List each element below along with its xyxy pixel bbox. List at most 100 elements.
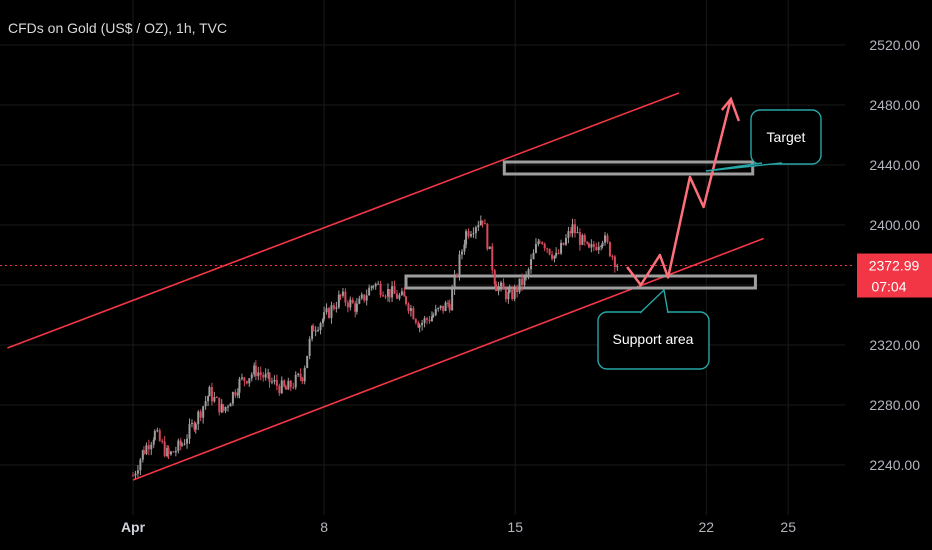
x-axis[interactable]: Apr 8 15 22 25: [121, 519, 796, 535]
candle-body: [236, 392, 239, 396]
candle-body: [573, 224, 576, 234]
candle-body: [222, 404, 225, 412]
candle-body: [303, 367, 306, 382]
trend-channel[interactable]: [7, 92, 764, 481]
candle-body: [231, 392, 234, 404]
candle-body: [541, 242, 544, 245]
candle-body: [407, 303, 410, 311]
candle-body: [335, 307, 338, 309]
x-tick-label: 22: [699, 519, 715, 535]
candle-body: [264, 373, 267, 378]
candle-body: [400, 291, 403, 296]
x-tick-label: 15: [507, 519, 523, 535]
candle-body: [330, 305, 333, 318]
candle-body: [199, 411, 202, 418]
candle-body: [488, 246, 491, 250]
candle-body: [606, 235, 609, 243]
price-label-value: 2372.99: [869, 258, 920, 274]
candle-body: [439, 305, 442, 308]
candle-body: [537, 241, 540, 245]
chart-title: CFDs on Gold (US$ / OZ), 1h, TVC: [8, 20, 228, 36]
candle-body: [354, 303, 357, 312]
candle-body: [193, 423, 196, 430]
y-axis[interactable]: 2520.002480.002440.002400.002360.002320.…: [869, 37, 920, 473]
candle-body: [463, 244, 466, 252]
candle-body: [543, 244, 546, 249]
candle-body: [583, 235, 586, 242]
candle-body: [608, 242, 611, 257]
candle-body: [341, 291, 344, 296]
candle-body: [215, 397, 218, 399]
candle-body: [240, 377, 243, 379]
candle-body: [403, 291, 406, 297]
candle-body: [611, 256, 614, 258]
candle-body: [287, 380, 290, 390]
candle-body: [538, 241, 541, 243]
callouts[interactable]: Target Support area: [597, 109, 822, 370]
candle-body: [477, 225, 480, 228]
candle-body: [613, 256, 616, 267]
candle-body: [301, 377, 304, 382]
candle-body: [460, 251, 463, 255]
candle-body: [351, 299, 354, 304]
candle-body: [562, 242, 565, 245]
support-zone: [404, 274, 757, 290]
price-zones[interactable]: [404, 160, 757, 290]
candle-body: [358, 298, 361, 304]
candle-body: [395, 293, 398, 299]
candle-body: [398, 295, 401, 299]
candle-body: [267, 372, 270, 374]
candle-body: [306, 355, 309, 368]
candle-body: [262, 374, 265, 378]
projected-path[interactable]: [626, 96, 741, 287]
candle-body: [213, 397, 216, 402]
candle-body: [229, 403, 232, 407]
candle-body: [432, 315, 435, 317]
candle-body: [557, 252, 560, 254]
candle-body: [337, 294, 340, 308]
candle-body: [532, 252, 535, 260]
candle-body: [423, 318, 426, 323]
candle-body: [224, 406, 227, 412]
candle-body: [467, 231, 470, 237]
candle-body: [317, 330, 320, 332]
candle-body: [161, 440, 164, 442]
candle-body: [516, 286, 519, 292]
candle-body: [497, 286, 500, 292]
candle-body: [553, 255, 556, 259]
candle-body: [328, 308, 331, 318]
candle-body: [179, 440, 182, 446]
candle-body: [483, 222, 486, 225]
y-tick-label: 2480.00: [869, 97, 920, 113]
candle-body: [513, 286, 516, 299]
candle-body: [363, 294, 366, 301]
candle-body: [508, 289, 511, 292]
candle-body: [453, 274, 456, 290]
y-tick-label: 2520.00: [869, 37, 920, 53]
candle-body: [601, 242, 604, 246]
candle-body: [139, 459, 142, 471]
candle-body: [595, 247, 598, 250]
candle-body: [444, 302, 447, 312]
candle-body: [600, 245, 603, 247]
candle-body: [238, 378, 241, 393]
candle-body: [391, 286, 394, 298]
candle-body: [294, 374, 297, 388]
candle-body: [448, 304, 451, 311]
candle-body: [458, 254, 461, 276]
candle-body: [409, 308, 412, 311]
candle-body: [379, 283, 382, 296]
x-tick-label: 8: [320, 519, 328, 535]
price-label-countdown: 07:04: [871, 279, 906, 295]
candle-body: [273, 379, 276, 382]
candle-body: [172, 451, 175, 453]
candle-body: [234, 392, 237, 396]
candle-body: [208, 387, 211, 397]
grid: [0, 0, 845, 515]
candle-body: [587, 243, 590, 248]
candle-body: [374, 283, 377, 287]
candle-body: [500, 282, 503, 287]
candle-body: [388, 289, 391, 298]
candle-body: [551, 254, 554, 259]
